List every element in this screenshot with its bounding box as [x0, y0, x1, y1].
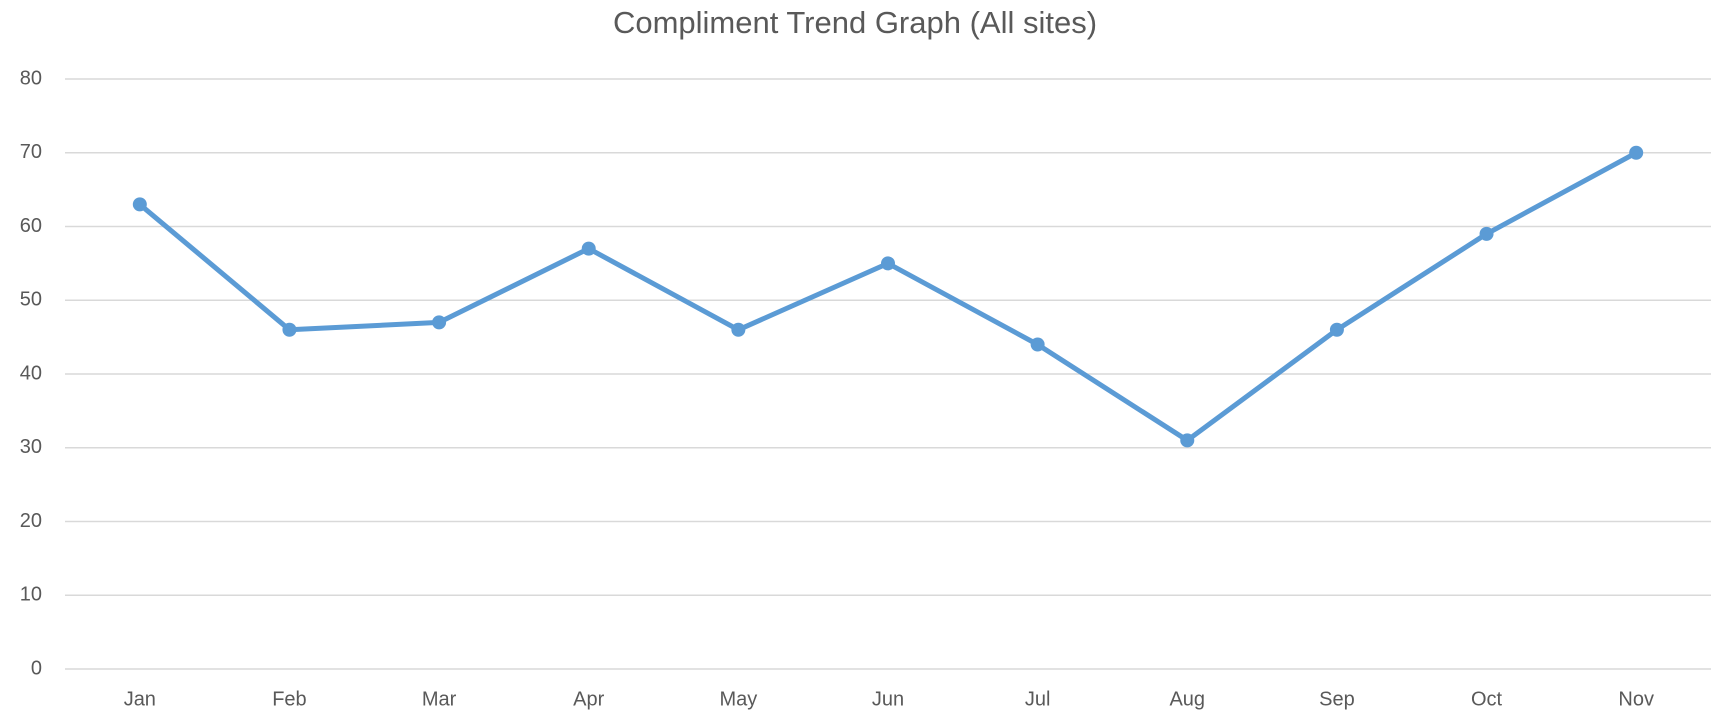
data-point — [282, 322, 297, 337]
y-tick-label: 20 — [20, 510, 42, 532]
data-point — [581, 241, 596, 256]
chart-title: Compliment Trend Graph (All sites) — [613, 5, 1097, 40]
data-line — [137, 150, 1639, 443]
data-point — [881, 256, 895, 271]
x-tick-label: Mar — [422, 688, 457, 710]
x-tick-label: Jun — [872, 688, 904, 710]
y-tick-label: 50 — [20, 289, 42, 311]
x-tick-label: Sep — [1319, 688, 1355, 710]
data-point — [432, 315, 447, 330]
data-point — [132, 197, 147, 212]
y-tick-label: 10 — [20, 584, 42, 606]
y-tick-label: 80 — [20, 67, 42, 89]
x-tick-label: Oct — [1471, 688, 1503, 710]
y-tick-label: 60 — [20, 215, 42, 237]
x-tick-label: Nov — [1618, 688, 1654, 710]
data-point — [1180, 433, 1195, 448]
y-tick-label: 30 — [20, 436, 42, 458]
x-tick-label: Jul — [1025, 688, 1051, 710]
x-tick-label: Aug — [1169, 688, 1205, 710]
x-tick-label: Feb — [272, 688, 306, 710]
data-point — [1329, 322, 1344, 337]
data-point — [1629, 145, 1644, 160]
x-tick-label: Jan — [124, 688, 156, 710]
data-point — [731, 322, 746, 337]
data-point — [1479, 226, 1494, 241]
y-tick-label: 70 — [20, 141, 42, 163]
data-point — [1030, 337, 1045, 352]
x-tick-label: May — [719, 688, 757, 710]
y-tick-label: 40 — [20, 362, 42, 384]
y-tick-label: 0 — [31, 657, 42, 679]
x-tick-label: Apr — [573, 688, 604, 710]
